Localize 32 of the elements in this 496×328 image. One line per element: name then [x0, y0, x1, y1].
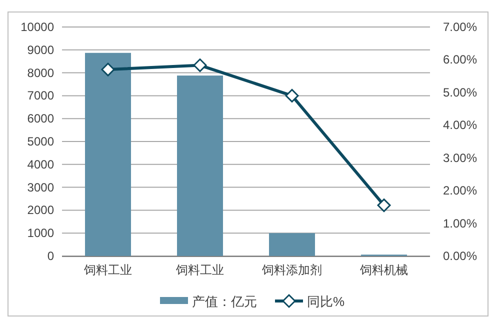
- y-tick-label: 5000: [27, 134, 54, 148]
- y2-tick-label: 0.00%: [442, 249, 478, 263]
- y-tick-label: 4000: [27, 157, 54, 172]
- y-tick-label: 10000: [20, 20, 54, 34]
- y-tick-label: 3000: [27, 180, 54, 194]
- point: [285, 88, 299, 102]
- x-tick-label: 饲料机械: [359, 263, 408, 277]
- bar: [177, 76, 223, 256]
- bar: [85, 52, 131, 256]
- y2-tick-label: 2.00%: [442, 184, 478, 198]
- point: [193, 58, 207, 72]
- y2-tick-label: 7.00%: [442, 20, 478, 34]
- y2-tick-label: 3.00%: [442, 150, 478, 165]
- y-tick-label: 2000: [27, 203, 54, 218]
- y-tick-label: 6000: [27, 112, 54, 126]
- legend-label: 产值：亿元: [192, 294, 257, 309]
- y2-tick-label: 5.00%: [442, 85, 478, 100]
- bar: [269, 233, 315, 256]
- y2-tick-label: 4.00%: [442, 118, 478, 132]
- y2-tick-label: 6.00%: [442, 52, 478, 67]
- y2-tick-label: 1.00%: [442, 216, 478, 230]
- y-tick-label: 9000: [27, 42, 54, 57]
- x-tick-label: 饲料添加剂: [261, 263, 322, 277]
- point: [377, 198, 391, 212]
- y-tick-label: 1000: [27, 226, 54, 240]
- x-tick-label: 饲料工业: [175, 263, 224, 277]
- y-tick-label: 8000: [27, 66, 54, 80]
- x-tick-label: 饲料工业: [83, 263, 132, 277]
- y-tick-label: 7000: [27, 88, 54, 103]
- point: [101, 62, 115, 76]
- legend-label: 同比%: [307, 294, 345, 309]
- y-tick-label: 0: [47, 249, 54, 263]
